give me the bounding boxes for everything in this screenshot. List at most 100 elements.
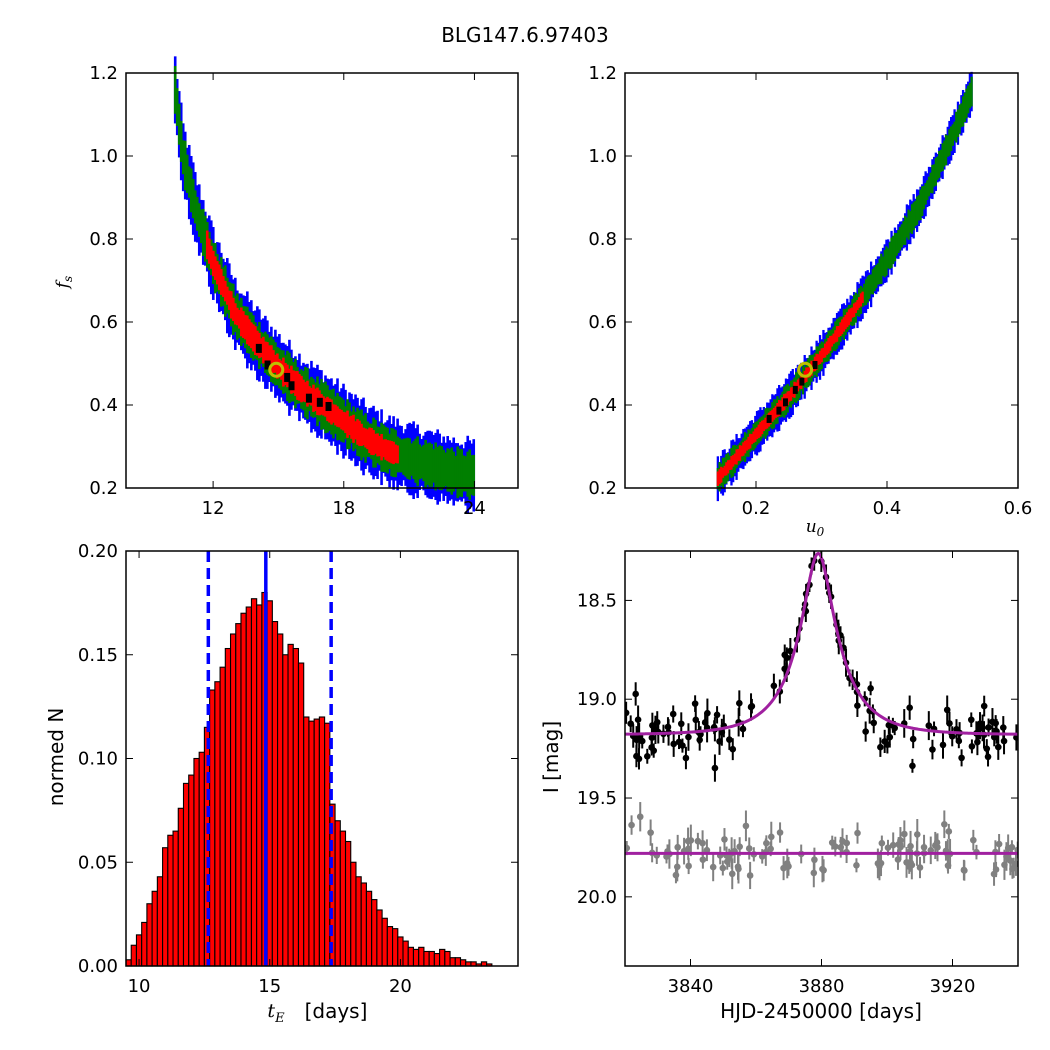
histogram-bar	[418, 946, 425, 967]
posterior-cell	[352, 414, 355, 443]
posterior-cell	[372, 430, 375, 456]
posterior-cell	[456, 446, 460, 499]
histogram-bar	[449, 957, 456, 967]
panel1-frame	[624, 72, 1019, 489]
data-point	[1000, 737, 1008, 745]
posterior-cell	[847, 309, 851, 326]
panel3-xtick-label: 3840	[668, 976, 714, 997]
panel1-xtick-label: 0.4	[873, 498, 902, 519]
data-point	[968, 743, 976, 750]
data-point	[770, 682, 778, 690]
posterior-cell	[173, 66, 177, 114]
posterior-cell	[366, 429, 369, 450]
posterior-cell	[346, 410, 349, 438]
posterior-cell	[948, 129, 951, 156]
panel0-xtick-label: 18	[332, 498, 355, 519]
posterior-cell	[863, 283, 866, 306]
posterior-cell	[869, 274, 873, 295]
residual-point	[699, 856, 707, 863]
posterior-cell	[454, 455, 458, 488]
posterior-cell	[866, 276, 869, 303]
posterior-cell	[873, 267, 876, 292]
posterior-mode-cell	[255, 343, 262, 353]
posterior-cell	[312, 384, 315, 412]
posterior-cell	[462, 455, 466, 492]
residual-point	[687, 837, 695, 844]
histogram-bar	[360, 882, 367, 967]
posterior-cell	[384, 439, 387, 460]
posterior-cell	[728, 459, 731, 470]
panel-tE-histogram: 10 15 20 0.00 0.05 0.10 0.15 0.20	[78, 541, 519, 997]
posterior-cell	[726, 460, 730, 474]
data-point	[909, 735, 917, 743]
data-point	[999, 724, 1007, 731]
data-point	[632, 690, 639, 698]
posterior-cell	[400, 439, 403, 473]
residual-point	[944, 862, 952, 869]
histogram-bar	[162, 847, 169, 967]
residual-point	[854, 829, 861, 837]
histogram-bar	[125, 959, 132, 967]
residual-point	[828, 839, 836, 846]
histogram-bar	[130, 944, 138, 967]
panel3-xtick-label: 3880	[799, 976, 845, 997]
data-point	[867, 684, 874, 692]
panel2-ytick-label: 0.05	[78, 852, 118, 873]
histogram-bar	[459, 959, 467, 967]
data-point	[648, 734, 656, 741]
posterior-cell	[406, 437, 409, 479]
residual-point	[895, 841, 902, 848]
residual-point	[723, 858, 731, 865]
histogram-bar	[334, 820, 341, 967]
histogram-bar	[193, 757, 200, 967]
data-point	[906, 704, 913, 711]
posterior-cell	[716, 471, 720, 486]
data-point	[989, 718, 996, 726]
panel0-ytick-label: 1.2	[89, 63, 118, 84]
posterior-cell	[264, 341, 267, 364]
histogram-bar	[308, 720, 315, 967]
posterior-cell	[278, 358, 281, 378]
posterior-cell	[240, 307, 243, 337]
posterior-cell	[910, 204, 914, 234]
posterior-cell	[334, 404, 337, 426]
posterior-cell	[324, 398, 327, 417]
residual-point	[905, 863, 913, 870]
histogram-bar	[240, 612, 247, 967]
posterior-cell	[961, 96, 965, 127]
posterior-cell	[725, 462, 728, 476]
posterior-cell	[248, 319, 251, 346]
posterior-cell	[897, 230, 900, 253]
posterior-cell	[232, 297, 235, 322]
posterior-cell	[934, 157, 937, 186]
posterior-cell	[197, 203, 201, 237]
posterior-cell	[380, 433, 383, 461]
posterior-cell	[430, 443, 433, 487]
data-point	[625, 709, 630, 717]
residual-point	[990, 870, 998, 878]
posterior-cell	[827, 338, 830, 354]
posterior-cell	[931, 164, 934, 194]
posterior-cell	[829, 336, 832, 351]
data-point	[726, 736, 733, 743]
posterior-cell	[336, 406, 339, 427]
posterior-cell	[262, 336, 265, 364]
histogram-bar	[287, 643, 294, 967]
data-point	[885, 721, 893, 729]
histogram-bar	[177, 807, 185, 967]
posterior-cell	[774, 405, 777, 418]
residual-point	[1012, 860, 1018, 868]
histogram-bar	[292, 647, 300, 967]
posterior-cell	[296, 371, 299, 400]
posterior-cell	[880, 253, 883, 284]
posterior-cell	[887, 248, 890, 269]
data-point	[884, 741, 891, 748]
posterior-cell	[332, 404, 335, 423]
data-point	[627, 720, 634, 728]
data-point	[994, 743, 1002, 751]
histogram-bar	[146, 903, 153, 967]
residual-point	[961, 867, 968, 874]
data-point	[953, 725, 960, 733]
panel2-ylabel: normed N	[44, 708, 68, 807]
posterior-cell	[963, 92, 966, 122]
